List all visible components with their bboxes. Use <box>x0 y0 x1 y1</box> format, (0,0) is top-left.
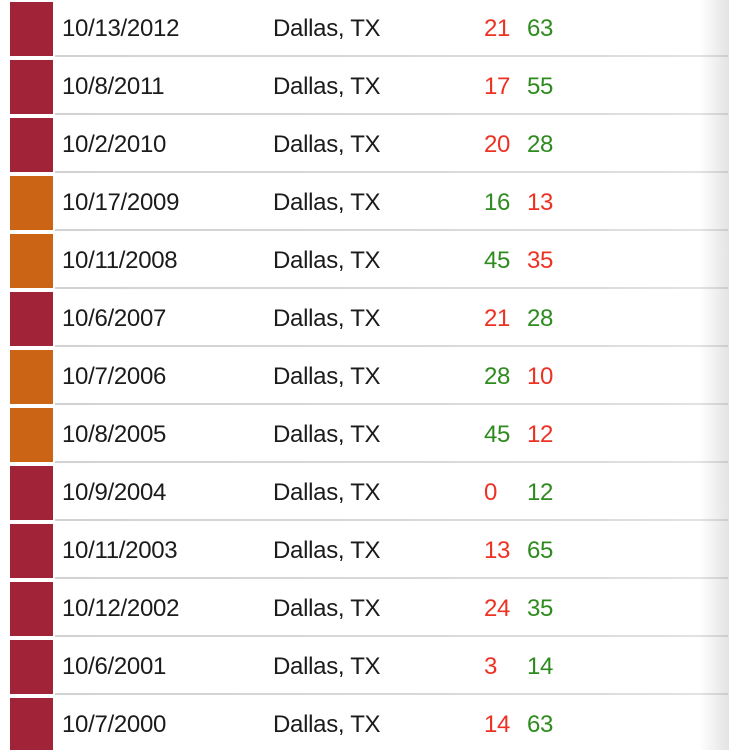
winner-color-marker <box>10 640 53 694</box>
table-row: 10/9/2004 Dallas, TX 0 12 <box>0 464 736 522</box>
game-date: 10/8/2005 <box>62 421 167 448</box>
game-location: Dallas, TX <box>273 363 381 390</box>
game-date: 10/2/2010 <box>62 131 167 158</box>
score-left: 16 <box>484 189 511 216</box>
score-right: 65 <box>527 537 554 564</box>
score-left: 20 <box>484 131 511 158</box>
score-right: 55 <box>527 73 554 100</box>
score-right: 28 <box>527 305 554 332</box>
game-location: Dallas, TX <box>273 595 381 622</box>
game-location: Dallas, TX <box>273 73 381 100</box>
game-date: 10/6/2001 <box>62 653 167 680</box>
table-row: 10/13/2012 Dallas, TX 21 63 <box>0 0 736 58</box>
table-row: 10/12/2002 Dallas, TX 24 35 <box>0 580 736 638</box>
table-row: 10/7/2006 Dallas, TX 28 10 <box>0 348 736 406</box>
winner-color-marker <box>10 582 53 636</box>
game-date: 10/8/2011 <box>62 73 165 100</box>
score-right: 12 <box>527 479 554 506</box>
score-left: 45 <box>484 247 511 274</box>
score-left: 13 <box>484 537 511 564</box>
game-location: Dallas, TX <box>273 421 381 448</box>
winner-color-marker <box>10 60 53 114</box>
score-left: 0 <box>484 479 498 506</box>
game-location: Dallas, TX <box>273 711 381 738</box>
game-location: Dallas, TX <box>273 653 381 680</box>
score-left: 21 <box>484 15 511 42</box>
winner-color-marker <box>10 118 53 172</box>
game-date: 10/7/2006 <box>62 363 167 390</box>
winner-color-marker <box>10 408 53 462</box>
score-left: 14 <box>484 711 511 738</box>
winner-color-marker <box>10 292 53 346</box>
score-right: 13 <box>527 189 554 216</box>
score-left: 17 <box>484 73 511 100</box>
score-left: 28 <box>484 363 511 390</box>
score-right: 10 <box>527 363 554 390</box>
game-date: 10/6/2007 <box>62 305 167 332</box>
game-location: Dallas, TX <box>273 305 381 332</box>
table-row: 10/11/2003 Dallas, TX 13 65 <box>0 522 736 580</box>
score-left: 21 <box>484 305 511 332</box>
game-date: 10/7/2000 <box>62 711 167 738</box>
table-row: 10/6/2007 Dallas, TX 21 28 <box>0 290 736 348</box>
winner-color-marker <box>10 524 53 578</box>
game-location: Dallas, TX <box>273 247 381 274</box>
game-date: 10/13/2012 <box>62 15 180 42</box>
winner-color-marker <box>10 698 53 750</box>
table-row: 10/8/2011 Dallas, TX 17 55 <box>0 58 736 116</box>
score-right: 63 <box>527 711 554 738</box>
game-date: 10/17/2009 <box>62 189 180 216</box>
game-date: 10/12/2002 <box>62 595 180 622</box>
score-left: 3 <box>484 653 498 680</box>
table-row: 10/2/2010 Dallas, TX 20 28 <box>0 116 736 174</box>
table-row: 10/8/2005 Dallas, TX 45 12 <box>0 406 736 464</box>
score-right: 35 <box>527 595 554 622</box>
table-row: 10/6/2001 Dallas, TX 3 14 <box>0 638 736 696</box>
game-location: Dallas, TX <box>273 131 381 158</box>
score-right: 14 <box>527 653 554 680</box>
winner-color-marker <box>10 176 53 230</box>
table-row: 10/11/2008 Dallas, TX 45 35 <box>0 232 736 290</box>
game-location: Dallas, TX <box>273 15 381 42</box>
winner-color-marker <box>10 350 53 404</box>
game-location: Dallas, TX <box>273 479 381 506</box>
game-location: Dallas, TX <box>273 537 381 564</box>
table-row: 10/7/2000 Dallas, TX 14 63 <box>0 696 736 750</box>
score-right: 28 <box>527 131 554 158</box>
game-date: 10/9/2004 <box>62 479 167 506</box>
score-right: 63 <box>527 15 554 42</box>
game-date: 10/11/2008 <box>62 247 178 274</box>
table-row: 10/17/2009 Dallas, TX 16 13 <box>0 174 736 232</box>
score-right: 12 <box>527 421 554 448</box>
game-location: Dallas, TX <box>273 189 381 216</box>
winner-color-marker <box>10 2 53 56</box>
winner-color-marker <box>10 234 53 288</box>
game-date: 10/11/2003 <box>62 537 178 564</box>
winner-color-marker <box>10 466 53 520</box>
score-right: 35 <box>527 247 554 274</box>
score-left: 24 <box>484 595 511 622</box>
score-left: 45 <box>484 421 511 448</box>
